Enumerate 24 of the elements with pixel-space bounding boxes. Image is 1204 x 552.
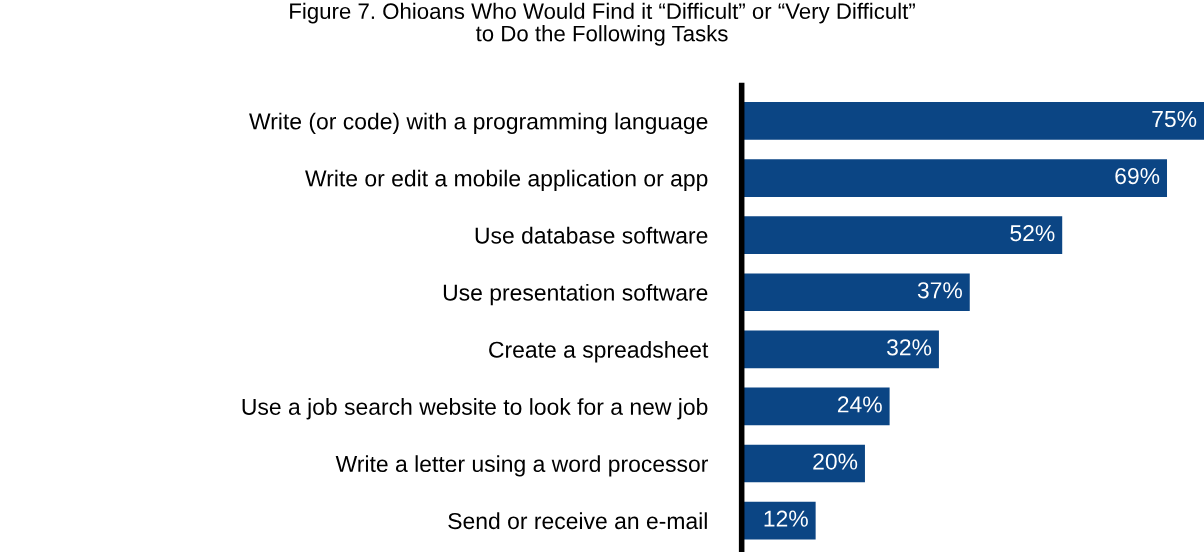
data-label: 20% (813, 453, 858, 470)
y-tick-label: Use presentation software (443, 283, 708, 306)
bar (741, 159, 1168, 197)
data-label: 24% (837, 396, 882, 413)
data-label: 12% (764, 510, 808, 527)
y-tick-label: Write a letter using a word processor (335, 455, 708, 477)
bar (741, 273, 970, 312)
bar (741, 330, 939, 369)
y-tick-label: Use database software (475, 226, 708, 244)
bar (741, 216, 1063, 254)
y-tick-label: Send or receive an e-mail (448, 512, 707, 530)
data-label: 37% (917, 282, 962, 299)
y-tick-label: Use a job search website to look for a new job (242, 398, 708, 420)
data-label: 52% (1010, 225, 1055, 242)
data-label: 32% (886, 339, 932, 356)
bar (741, 102, 1204, 140)
chart-title: Figure 7. Ohioans Who Would Find it “Difficult” or “Very Difficult” to Do the Following Tasks (290, 2, 915, 46)
y-tick-label: Write (or code) with a programming language (249, 112, 708, 135)
data-label: 75% (1152, 110, 1197, 128)
bar (741, 444, 865, 483)
y-tick-label: Create a spreadsheet (489, 341, 709, 363)
y-tick-label: Write or edit a mobile application or app (305, 169, 708, 192)
bar (741, 387, 890, 426)
data-label: 69% (1115, 167, 1160, 185)
